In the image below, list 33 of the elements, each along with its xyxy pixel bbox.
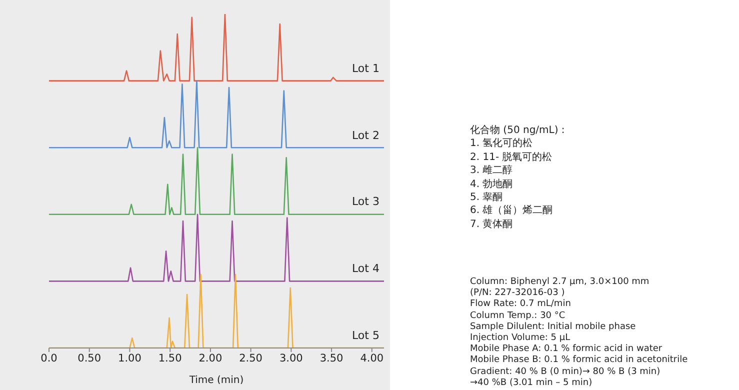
series-label: Lot 3	[352, 195, 380, 208]
text: 3. 雌二醇	[470, 164, 514, 178]
text: 化合物 (50 ng/mL) :	[470, 124, 565, 138]
text: Sample Dilulent: Initial mobile phase	[470, 322, 637, 333]
x-tick-label: 3.50	[320, 352, 344, 364]
text: →40 %B (3.01 min – 5 min)	[470, 378, 594, 390]
text: Injection Volume: 5 µL	[470, 333, 572, 344]
text: Column Temp.: 30 °C	[470, 310, 566, 322]
text: (P/N: 227-32016-03 )	[470, 288, 566, 299]
x-tick-label: 2.00	[198, 352, 222, 364]
text: 5. 睾酮	[470, 191, 504, 204]
x-tick-label: 0.0	[40, 352, 58, 364]
x-axis-title: Time (min)	[188, 375, 244, 386]
text: 4. 勃地酮	[470, 178, 514, 192]
x-tick-label: 4.00	[360, 352, 384, 364]
text: 6. 雄（甾）烯二酮	[470, 204, 554, 218]
series-label: Lot 1	[352, 62, 380, 75]
x-tick-label: 3.00	[279, 352, 303, 364]
text: Flow Rate: 0.7 mL/min	[470, 299, 572, 311]
text: 2. 11- 脱氧可的松	[470, 150, 554, 164]
x-tick-label: 0.50	[78, 352, 102, 364]
text: 1. 氢化可的松	[470, 137, 534, 151]
text: Gradient: 40 % B (0 min)→ 80 % B (3 min)	[470, 366, 662, 378]
x-tick-label: 1.00	[118, 352, 142, 364]
text: Mobile Phase B: 0.1 % formic acid in acetonitrile	[470, 355, 688, 367]
series-label: Lot 2	[352, 128, 380, 142]
text: Mobile Phase A: 0.1 % formic acid in water	[470, 344, 664, 355]
x-tick-label: 2.50	[239, 352, 263, 364]
text: 7. 黄体酮	[470, 218, 514, 232]
x-tick-label: 1.50	[158, 352, 182, 364]
text: Column: Biphenyl 2.7 µm, 3.0×100 mm	[470, 277, 650, 288]
series-label: Lot 4	[352, 262, 380, 276]
series-label: Lot 5	[352, 329, 380, 342]
